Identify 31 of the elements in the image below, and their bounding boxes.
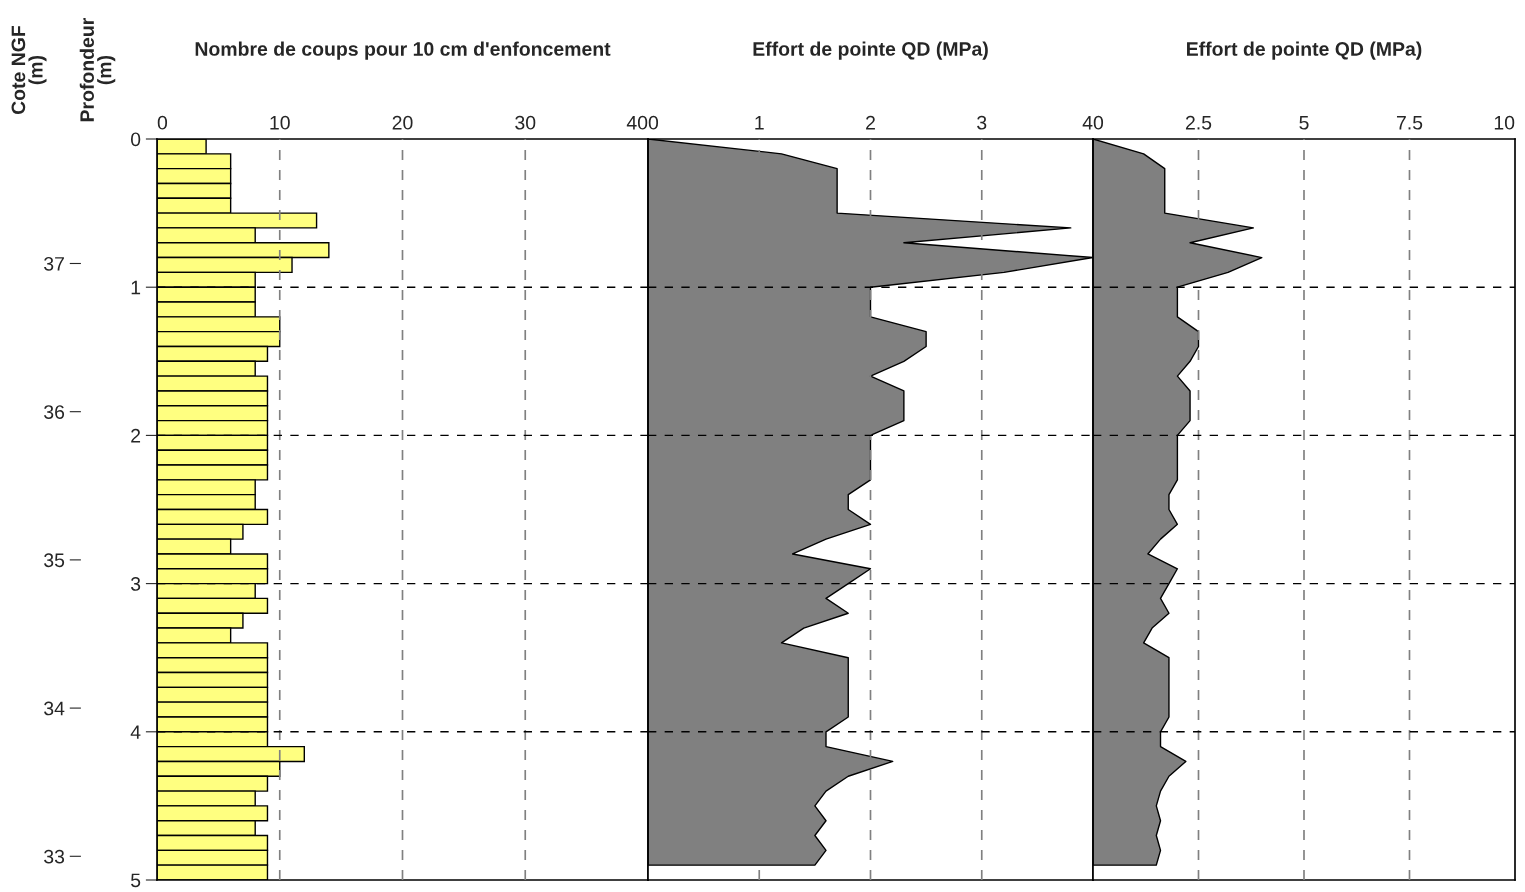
y2-tick-label: 34	[44, 701, 65, 716]
x-tick-label: 3	[977, 115, 987, 130]
x-tick-label: 10	[270, 115, 290, 130]
x-tick-label: 2	[866, 115, 875, 130]
y2-tick-label: 35	[44, 553, 65, 568]
y-tick-label: 0	[130, 132, 141, 147]
y-tick-label: 4	[130, 725, 141, 739]
y2-tick-label: 36	[44, 405, 65, 419]
y2-tick-label: 37	[44, 256, 64, 271]
y-axis-title: Profondeur (m)	[79, 17, 116, 122]
chart-title: Effort de pointe QD (MPa)	[1187, 41, 1422, 60]
x-tick-label: 5	[1299, 116, 1309, 130]
x-tick-label: 2.5	[1185, 115, 1212, 130]
y-tick-label: 5	[130, 873, 141, 888]
y-tick-label: 3	[130, 577, 141, 591]
y2-axis-title: Cote NGF (m)	[11, 25, 47, 115]
x-tick-label: 0	[648, 115, 659, 130]
x-tick-label: 4	[1082, 116, 1093, 130]
x-tick-label: 7.5	[1396, 116, 1423, 130]
x-tick-label: 0	[157, 115, 168, 130]
chart-title: Effort de pointe QD (MPa)	[753, 41, 988, 60]
x-tick-label: 1	[755, 116, 764, 130]
x-tick-label: 40	[626, 115, 648, 130]
x-tick-label: 30	[515, 115, 536, 130]
x-tick-label: 10	[1494, 115, 1515, 130]
y2-tick-label: 33	[44, 849, 65, 864]
y-tick-label: 2	[131, 428, 141, 443]
chart-title: Nombre de coups pour 10 cm d'enfoncement	[195, 41, 611, 60]
x-tick-label: 20	[392, 115, 413, 130]
x-tick-label: 0	[1093, 115, 1104, 130]
y-tick-label: 1	[131, 280, 141, 295]
